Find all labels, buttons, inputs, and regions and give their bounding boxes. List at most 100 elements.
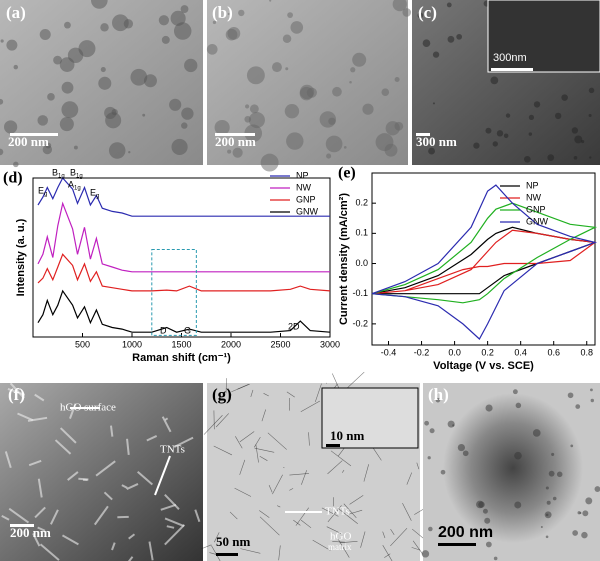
texture [37,478,43,498]
legend-label: GNP [296,194,316,204]
x-tick-label: 2000 [221,339,241,349]
texture [594,486,600,492]
texture [0,148,4,156]
texture [514,451,522,460]
texture [571,127,579,134]
texture [260,153,279,172]
panel-label: (g) [212,385,232,404]
panel-label: (f) [8,385,25,404]
scale-bar [416,133,430,136]
texture [213,445,233,456]
texture [382,531,386,539]
texture [209,552,217,555]
legend-label: GNP [526,204,546,214]
texture [121,484,128,489]
texture [93,505,109,526]
texture [462,450,469,457]
annotation: matrix [328,542,352,552]
texture [428,147,435,155]
panel-label: (b) [212,3,233,22]
texture [213,532,220,543]
texture [8,507,30,524]
texture [130,68,148,86]
texture [143,74,157,88]
texture [0,98,4,105]
legend-label: GNW [296,206,319,216]
texture [447,420,455,428]
texture [295,507,309,526]
texture [0,39,4,43]
annotation: E [38,185,44,195]
texture [146,435,158,442]
texture [422,39,431,48]
texture [514,501,522,509]
texture [574,135,583,144]
annotation-subscript: g [96,194,99,200]
texture [496,130,504,137]
texture [429,428,435,434]
y-axis-label: Intensity (a. u.) [15,218,27,296]
texture [402,8,412,17]
texture [239,459,246,475]
texture [416,462,420,470]
annotation: E [90,187,96,197]
micrograph [207,0,408,165]
texture [421,550,430,558]
texture [229,511,238,520]
scale-bar [438,543,476,546]
texture [362,103,374,115]
inset [487,0,600,73]
texture [4,451,12,469]
texture [194,509,201,523]
x-tick-label: 0.0 [448,347,461,357]
texture [225,378,227,394]
texture [181,107,194,120]
chart-frame [371,172,596,346]
annotation: hGO [330,531,351,543]
texture [579,511,582,514]
annotation: 2D [288,321,300,331]
texture [244,115,252,123]
texture [532,429,541,437]
texture [160,503,177,511]
inset-scale-bar-label: 10 nm [330,428,364,443]
texture [7,388,26,396]
x-axis-label: Voltage (V vs. SCE) [433,360,534,372]
texture [47,93,55,101]
texture [34,506,46,519]
texture [203,415,223,435]
y-tick-label: -0.1 [352,288,368,298]
scale-bar [326,444,340,447]
x-tick-label: 3000 [320,339,340,349]
texture [253,436,261,448]
texture [301,470,307,485]
texture [570,444,574,448]
texture [28,459,42,467]
texture [575,404,581,409]
texture [528,114,535,120]
texture [337,508,358,524]
texture [239,431,255,443]
legend-label: NW [526,192,541,202]
texture [215,413,229,428]
texture [545,535,549,539]
texture [53,55,62,65]
texture [164,417,169,421]
scale-bar [10,524,34,527]
texture [392,0,407,12]
texture [268,484,273,493]
series-line [37,253,331,292]
texture [127,556,134,561]
texture [78,40,96,58]
texture [349,80,352,84]
texture [227,388,232,396]
texture [61,81,74,94]
texture [276,505,281,508]
texture [282,34,292,43]
texture [590,388,593,392]
texture [108,142,126,159]
legend-label: NP [526,180,539,190]
texture [214,119,230,136]
panel-label: (c) [418,3,437,22]
